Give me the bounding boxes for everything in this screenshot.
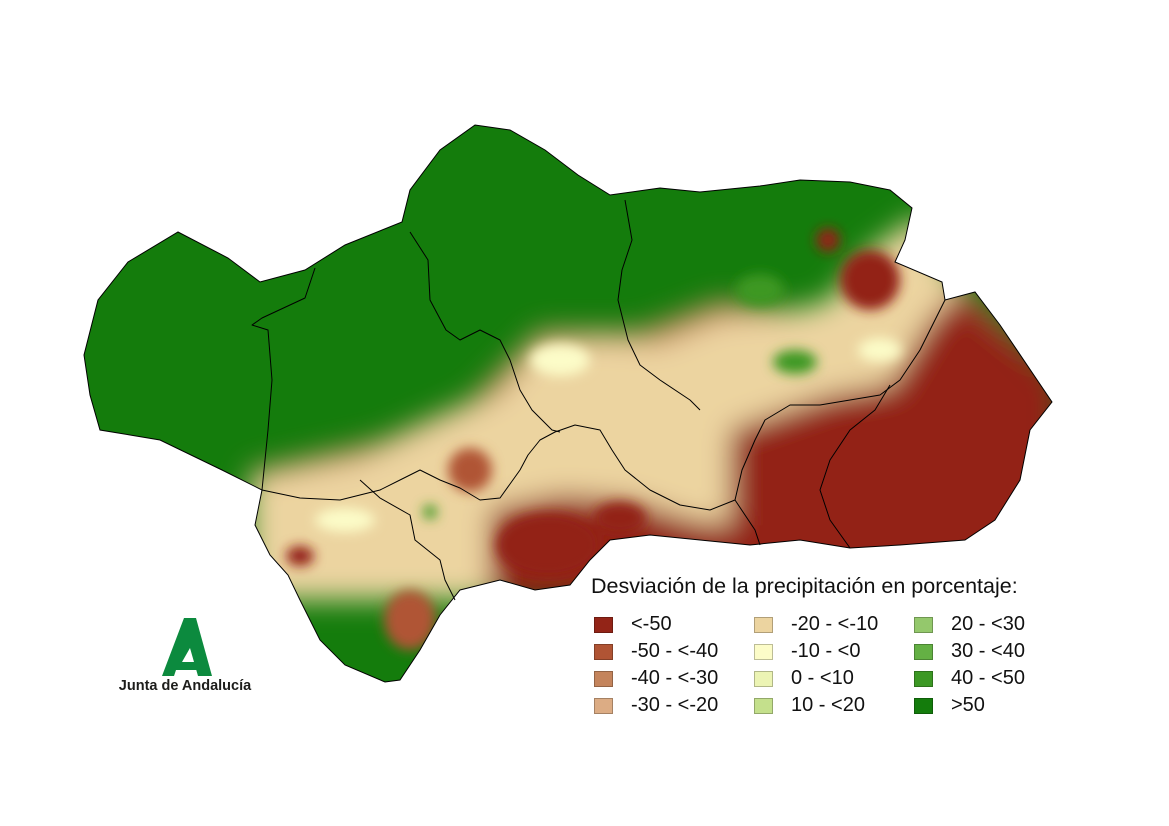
legend-item: -20 - <-10 <box>751 611 911 638</box>
map-dry-spot <box>384 590 436 650</box>
province-border <box>359 479 456 601</box>
legend-swatch <box>594 643 613 660</box>
map-dry-spot <box>286 546 314 566</box>
legend-label: 40 - <50 <box>951 667 1025 689</box>
map-dry-spot <box>594 502 646 534</box>
legend-item: -50 - <-40 <box>591 638 751 665</box>
legend-item: 0 - <10 <box>751 665 911 692</box>
andalucia-a-icon <box>162 618 212 676</box>
map-pale-spot <box>530 344 590 376</box>
legend-item: -40 - <-30 <box>591 665 751 692</box>
legend-grid: <-50 -50 - <-40 -40 - <-30 -30 - <-20 -20 - … <box>591 611 1061 719</box>
province-border <box>819 384 891 549</box>
legend-item: -10 - <0 <box>751 638 911 665</box>
legend-label: 20 - <30 <box>951 613 1025 635</box>
legend-swatch <box>914 670 933 687</box>
map-pale-spot <box>858 338 902 362</box>
province-borders <box>251 199 946 601</box>
legend-swatch <box>914 616 933 633</box>
logo-text: Junta de Andalucía <box>118 678 252 694</box>
legend-label: 30 - <40 <box>951 640 1025 662</box>
map-wet-spot <box>423 505 437 519</box>
map-wet-spot <box>773 350 817 374</box>
legend-swatch <box>754 697 773 714</box>
legend-label: -10 - <0 <box>791 640 861 662</box>
legend-title: Desviación de la precipitación en porcen… <box>591 574 1018 598</box>
legend-swatch <box>594 697 613 714</box>
legend-swatch <box>914 643 933 660</box>
map-dry-spot <box>840 250 900 310</box>
legend-label: 0 - <10 <box>791 667 854 689</box>
legend-item: 10 - <20 <box>751 692 911 719</box>
map-dry-spot <box>448 448 492 492</box>
zone-east-dry <box>730 290 1052 600</box>
legend-label: -40 - <-30 <box>631 667 719 689</box>
province-border <box>734 499 761 546</box>
legend-item: >50 <box>911 692 1061 719</box>
map-dry-spot <box>496 513 600 577</box>
map-dry-spot <box>816 228 840 252</box>
legend-label: -30 - <-20 <box>631 694 719 716</box>
map-legend: Desviación de la precipitación en porcen… <box>591 574 1061 719</box>
legend-swatch <box>914 697 933 714</box>
province-border <box>261 299 946 511</box>
legend-swatch <box>754 616 773 633</box>
legend-label: -50 - <-40 <box>631 640 719 662</box>
map-wet-spot <box>736 274 784 306</box>
junta-de-andalucia-logo: Junta de Andalucía <box>110 612 260 702</box>
province-border <box>409 231 561 433</box>
legend-label: -20 - <-10 <box>791 613 879 635</box>
map-pale-spot <box>315 508 375 532</box>
legend-item: -30 - <-20 <box>591 692 751 719</box>
legend-swatch <box>594 670 613 687</box>
legend-swatch <box>754 670 773 687</box>
legend-swatch <box>754 643 773 660</box>
legend-item: 20 - <30 <box>911 611 1061 638</box>
province-border <box>251 267 316 491</box>
legend-swatch <box>594 616 613 633</box>
legend-item: <-50 <box>591 611 751 638</box>
legend-label: >50 <box>951 694 985 716</box>
legend-label: 10 - <20 <box>791 694 865 716</box>
legend-label: <-50 <box>631 613 672 635</box>
province-border <box>617 199 701 411</box>
legend-item: 30 - <40 <box>911 638 1061 665</box>
legend-item: 40 - <50 <box>911 665 1061 692</box>
